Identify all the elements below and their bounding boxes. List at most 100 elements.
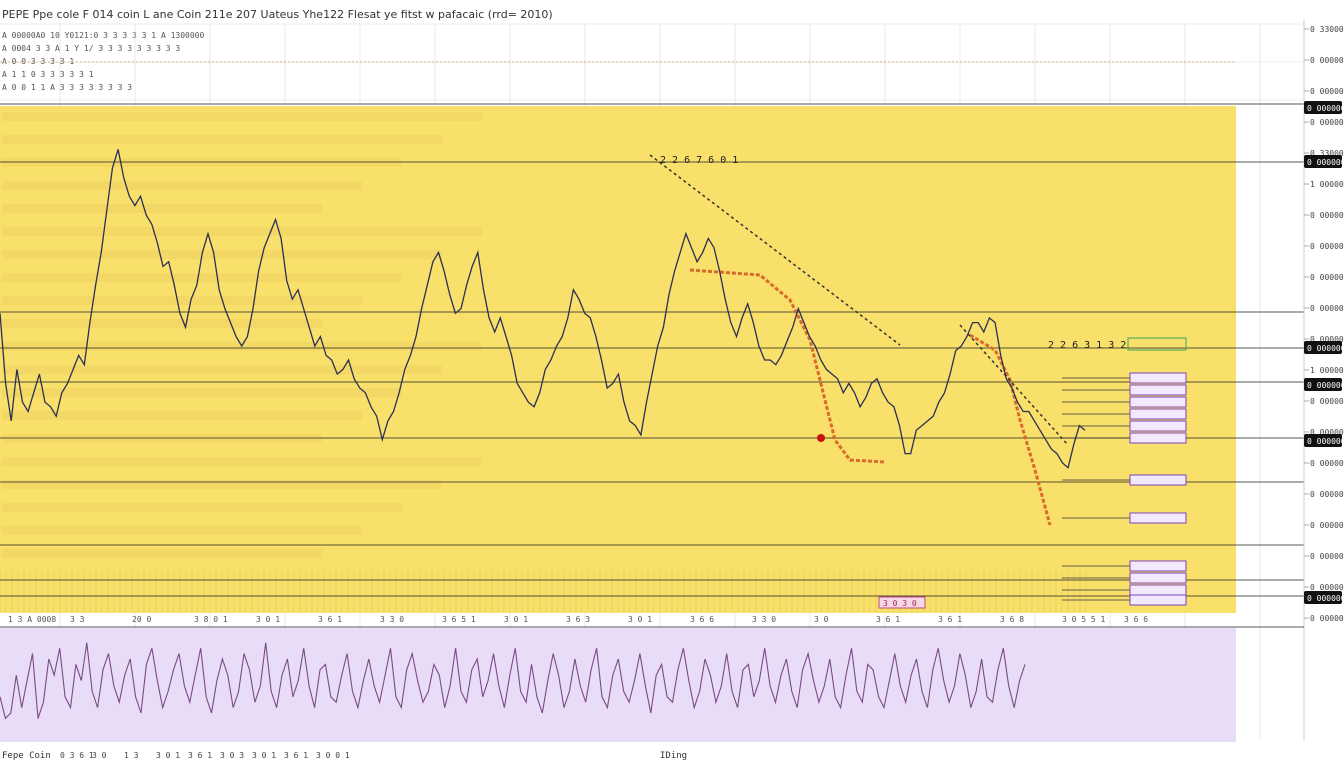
zone-stripe: [2, 480, 442, 489]
zone-stripe: [2, 181, 362, 190]
zone-stripe: [2, 204, 322, 213]
order-tags: [1062, 372, 1187, 606]
footer-label: 1 3: [124, 751, 139, 760]
order-tag-box: [1129, 584, 1187, 596]
x-tick-label: 3 0 5 5 1: [1062, 615, 1106, 624]
zone-stripe: [2, 112, 482, 121]
footer-center-label: IDing: [660, 751, 687, 761]
x-tick-label: 3 0 1: [256, 615, 280, 624]
bottom-tag: 3 0 3 0: [878, 596, 926, 609]
x-tick-label: 3 3 0: [380, 615, 404, 624]
footer-label: 3 6 1: [284, 751, 308, 760]
oscillator-line: [0, 642, 1026, 720]
price-badge-box: [1304, 155, 1342, 168]
annotation-level: 2 2 6 3 1 3 2: [1048, 340, 1126, 351]
order-tag-box: [1129, 372, 1187, 384]
signal-marker: [817, 434, 825, 442]
chart-title: PEPE Ppe cole F 014 coin L ane Coin 211e…: [2, 8, 553, 21]
info-line: A 00000A0 10 Y0121:0 3 3 3 3 3 1 A 13000…: [2, 31, 204, 40]
x-tick-label: 3 0: [814, 615, 829, 624]
footer-label: 3 6 1: [188, 751, 212, 760]
footer-label: 0 3 6 1: [60, 751, 94, 760]
zone-stripe: [2, 135, 442, 144]
price-badge-box: [1304, 378, 1342, 391]
order-tag-box: [1129, 432, 1187, 444]
order-tag-box: [1129, 572, 1187, 584]
x-tick-label: 3 6 6: [1124, 615, 1148, 624]
zone-stripe: [2, 250, 442, 259]
bottom-tag-label: 3 0 3 0: [883, 599, 917, 608]
footer-label: 3 0 1: [156, 751, 180, 760]
order-tag-box: [1129, 384, 1187, 396]
zone-stripe: [2, 296, 362, 305]
trendline-2: [959, 324, 1069, 446]
x-tick-label: 3 0 1: [628, 615, 652, 624]
zone-stripe: [2, 319, 322, 328]
price-badge-box: [1304, 101, 1342, 114]
footer-labels: 0 3 6 13 0 1 3 3 0 1 3 6 1 3 0 3 3 0 1 3 6 1 3 …: [60, 751, 350, 760]
x-tick-label: 3 6 3: [566, 615, 590, 624]
price-badge-box: [1304, 341, 1342, 354]
zone-stripe: [2, 549, 322, 558]
footer-symbol: Fepe Coin: [2, 751, 51, 761]
zone-stripe: [2, 434, 322, 443]
annotation-peak: 2 2 6 7 6 0 1: [660, 155, 738, 166]
x-tick-label: 3 8 0 1: [194, 615, 228, 624]
info-line: A 0 0 1 1 A 3 3 3 3 3 3 3 3: [2, 83, 132, 92]
x-tick-label: 3 6 5 1: [442, 615, 476, 624]
info-line: A 0004 3 3 A 1 Y 1/ 3 3 3 3 3 3 3 3 3: [2, 44, 180, 53]
green-level-tag-box: [1127, 337, 1187, 351]
oscillator-pane: [0, 628, 1236, 742]
price-series-line: [0, 149, 1086, 469]
info-line: A 0 0 3 3 3 3 1: [2, 57, 74, 66]
footer-label: 3 0 0 1: [316, 751, 350, 760]
footer-label: 3 0 3: [220, 751, 244, 760]
x-tick-label: 3 6 8: [1000, 615, 1024, 624]
footer-label: 3 0: [92, 751, 107, 760]
zone-stripe: [2, 526, 362, 535]
x-tick-label: 3 3: [70, 615, 85, 624]
price-badge-box: [1304, 591, 1342, 604]
zone-stripe: [2, 365, 442, 374]
x-tick-label: 20 0: [132, 615, 151, 624]
order-tag-box: [1129, 560, 1187, 572]
x-tick-label: 3 6 1: [318, 615, 342, 624]
info-lines: A 00000A0 10 Y0121:0 3 3 3 3 3 1 A 13000…: [2, 31, 204, 92]
footer-label: 3 0 1: [252, 751, 276, 760]
zone-stripe: [2, 457, 482, 466]
x-tick-label: 3 6 1: [938, 615, 962, 624]
order-tag-box: [1129, 474, 1187, 486]
trendline: [649, 154, 901, 346]
x-axis-ticks: 1 3 A 0008 3 3 20 0 3 8 0 1 3 0 1 3 6 1 3 3 0 3…: [8, 615, 1148, 624]
zone-stripe: [2, 158, 402, 167]
price-badges: 0 000000 0 0 00000 0 00 0000 0 000 000 0 0000 00…: [1304, 101, 1344, 604]
zone-stripe: [2, 503, 402, 512]
order-tag-box: [1129, 408, 1187, 420]
green-level-tag: [1127, 337, 1187, 351]
